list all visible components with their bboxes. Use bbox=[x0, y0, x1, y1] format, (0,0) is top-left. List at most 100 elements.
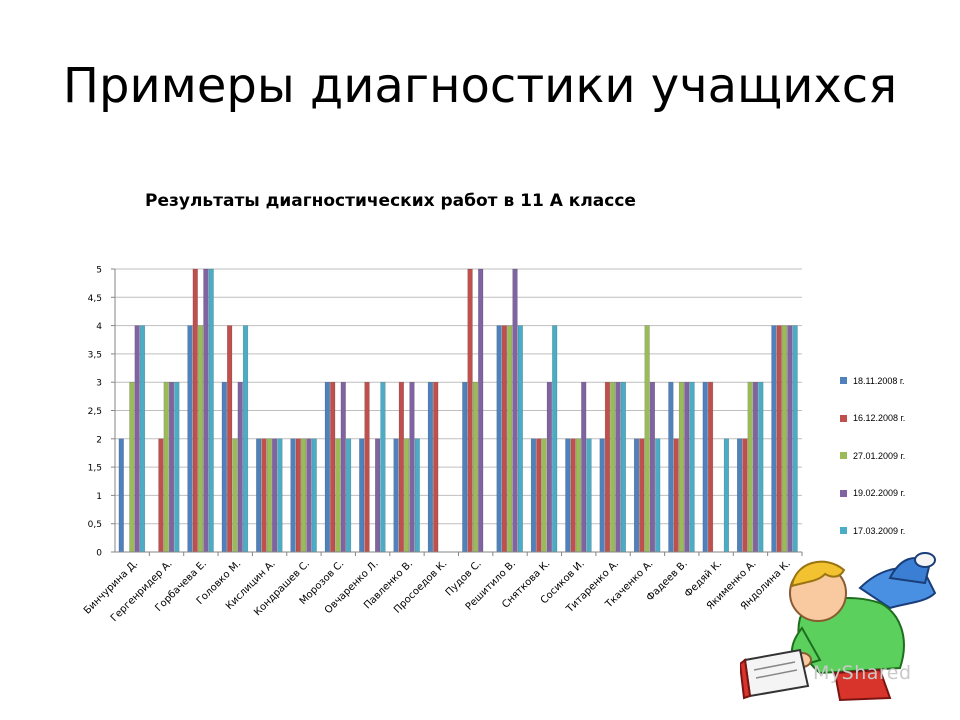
bar bbox=[787, 325, 793, 553]
chart-title: Результаты диагностических работ в 11 А … bbox=[145, 191, 636, 211]
y-tick-label: 3 bbox=[96, 379, 102, 389]
bar bbox=[380, 381, 386, 553]
bar bbox=[324, 381, 330, 553]
bar bbox=[655, 438, 661, 553]
bar bbox=[467, 268, 473, 553]
y-tick-label: 4,5 bbox=[88, 294, 102, 304]
bar bbox=[501, 325, 508, 553]
bar bbox=[266, 438, 272, 553]
x-tick-labels: Бинчурина Д.Гергенридер А.Горбачева Е.Го… bbox=[82, 558, 793, 624]
bar bbox=[174, 381, 180, 553]
bar bbox=[330, 381, 336, 553]
bar bbox=[335, 438, 341, 553]
y-tick-label: 4 bbox=[96, 322, 102, 332]
bar bbox=[541, 438, 547, 553]
bar bbox=[197, 325, 204, 553]
y-tick-label: 2,5 bbox=[88, 407, 102, 417]
bar bbox=[393, 438, 399, 553]
bar bbox=[586, 438, 592, 553]
legend-swatch bbox=[840, 414, 847, 422]
bar bbox=[271, 438, 278, 553]
bar bbox=[290, 438, 296, 553]
bar bbox=[639, 438, 645, 553]
bar bbox=[375, 438, 381, 553]
bar bbox=[747, 381, 753, 553]
legend-label: 27.01.2009 г. bbox=[853, 450, 906, 461]
bar bbox=[742, 438, 748, 553]
slide-title: Примеры диагностики учащихся bbox=[62, 58, 898, 114]
bar bbox=[118, 438, 124, 553]
y-tick-label: 0 bbox=[96, 549, 102, 559]
bar bbox=[530, 438, 537, 553]
grid-lines bbox=[115, 268, 802, 525]
bar bbox=[237, 381, 243, 553]
bar bbox=[689, 381, 695, 553]
bar bbox=[414, 438, 420, 553]
bar bbox=[552, 325, 558, 553]
bar bbox=[158, 438, 164, 553]
bar bbox=[277, 438, 283, 553]
bar bbox=[139, 325, 146, 553]
bar bbox=[512, 268, 518, 553]
bar bbox=[192, 268, 198, 553]
legend-item: 19.02.2009 г. bbox=[840, 475, 905, 513]
legend-label: 18.11.2008 г. bbox=[853, 375, 905, 386]
bar bbox=[227, 325, 233, 553]
legend-item: 18.11.2008 г. bbox=[840, 362, 905, 400]
bar bbox=[427, 381, 434, 553]
legend-swatch bbox=[840, 489, 847, 497]
bar bbox=[758, 381, 764, 553]
bar bbox=[736, 438, 743, 553]
bar bbox=[620, 381, 626, 553]
bar bbox=[771, 325, 777, 553]
legend-swatch bbox=[840, 452, 847, 460]
bar bbox=[168, 381, 175, 553]
bar bbox=[792, 325, 798, 553]
bar bbox=[345, 438, 352, 553]
bar bbox=[684, 381, 690, 553]
x-tick-label: Гергенридер А. bbox=[109, 558, 175, 624]
bar bbox=[507, 325, 513, 553]
bar bbox=[462, 381, 468, 553]
bar bbox=[409, 381, 415, 553]
bar bbox=[306, 438, 312, 553]
legend-item: 16.12.2008 г. bbox=[840, 400, 905, 438]
y-tick-label: 2 bbox=[96, 435, 102, 445]
legend-item: 27.01.2009 г. bbox=[840, 437, 905, 475]
bar bbox=[203, 268, 209, 553]
bar bbox=[752, 381, 759, 553]
bar bbox=[649, 381, 656, 553]
bar bbox=[187, 325, 193, 553]
bar bbox=[398, 381, 404, 553]
bar bbox=[478, 268, 484, 553]
bar bbox=[517, 325, 523, 553]
y-tick-label: 0,5 bbox=[88, 520, 102, 530]
bar bbox=[678, 381, 685, 553]
y-tick-labels: 0 0,5 1 1,5 2 2,5 3 3,5 4 4,5 5 bbox=[88, 266, 103, 559]
bar bbox=[221, 381, 227, 553]
legend-label: 17.03.2009 г. bbox=[853, 525, 906, 536]
watermark: MyShared bbox=[813, 662, 912, 684]
bar bbox=[340, 381, 346, 553]
bar bbox=[633, 438, 640, 553]
bar bbox=[295, 438, 301, 553]
bar bbox=[546, 381, 552, 553]
bar bbox=[702, 381, 708, 553]
bar bbox=[610, 381, 616, 553]
legend-swatch bbox=[840, 527, 847, 535]
bar bbox=[404, 438, 410, 553]
bar bbox=[256, 438, 262, 553]
bar bbox=[599, 438, 605, 553]
bar bbox=[575, 438, 582, 553]
bar bbox=[781, 325, 788, 553]
legend-item: 17.03.2009 г. bbox=[840, 512, 905, 550]
bar bbox=[208, 268, 214, 553]
bar bbox=[570, 438, 576, 553]
bar bbox=[433, 381, 439, 553]
bar bbox=[129, 381, 135, 553]
bar bbox=[163, 381, 169, 553]
bar bbox=[615, 381, 621, 553]
bar bbox=[536, 438, 542, 553]
bar bbox=[232, 438, 238, 553]
